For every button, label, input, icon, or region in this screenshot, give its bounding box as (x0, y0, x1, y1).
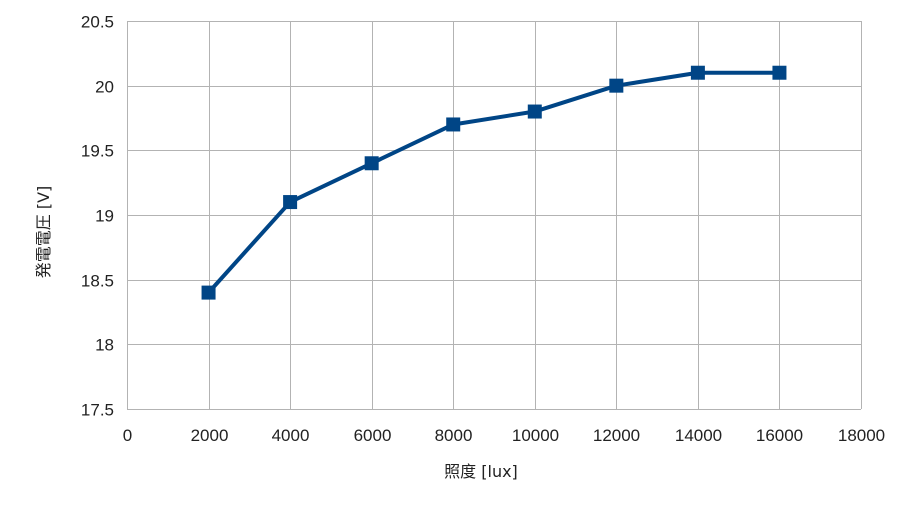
y-tick-label: 17.5 (81, 401, 114, 420)
y-tick-label: 20 (95, 78, 114, 97)
x-tick-label: 10000 (512, 426, 559, 445)
x-tick-label: 6000 (354, 426, 392, 445)
data-point-marker (201, 285, 216, 300)
x-tick-label: 16000 (756, 426, 803, 445)
data-point-marker (446, 117, 461, 132)
y-tick-label: 18.5 (81, 272, 114, 291)
x-axis-title: 照度 [lux] (444, 462, 518, 481)
data-point-marker (772, 65, 787, 80)
x-tick-label: 0 (123, 426, 132, 445)
series (201, 65, 787, 300)
grid (127, 21, 862, 410)
x-tick-label: 18000 (838, 426, 885, 445)
y-tick-label: 19 (95, 207, 114, 226)
y-axis-title: 発電電圧 [V] (34, 186, 53, 279)
y-tick-label: 20.5 (81, 13, 114, 32)
y-tick-label: 19.5 (81, 142, 114, 161)
data-point-marker (690, 65, 705, 80)
data-point-marker (283, 195, 298, 210)
tick-labels: 17.5 18 18.5 19 19.5 20 20.5 0 2000 4000 6000 8000 1… (81, 13, 885, 446)
x-tick-label: 4000 (272, 426, 310, 445)
data-point-marker (609, 78, 624, 93)
x-tick-label: 14000 (675, 426, 722, 445)
y-tick-label: 18 (95, 336, 114, 355)
data-point-marker (527, 104, 542, 119)
x-tick-label: 12000 (593, 426, 640, 445)
data-point-marker (364, 156, 379, 171)
series-line (206, 70, 782, 295)
x-tick-label: 2000 (191, 426, 229, 445)
x-tick-label: 8000 (435, 426, 473, 445)
